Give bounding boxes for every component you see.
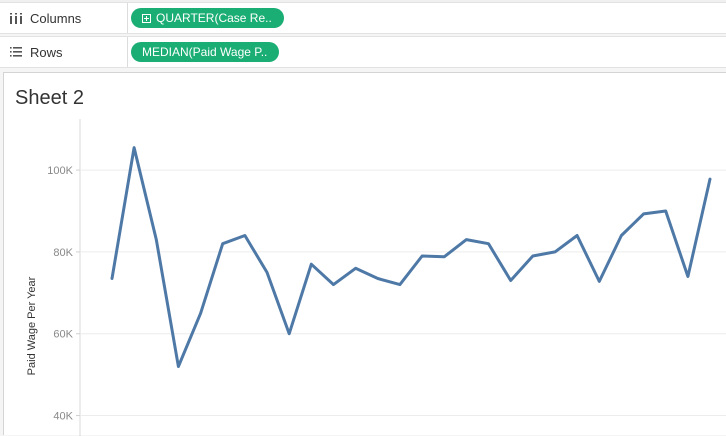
data-point[interactable] [174, 362, 182, 370]
data-point[interactable] [352, 264, 360, 272]
y-axis-title[interactable]: Paid Wage Per Year [26, 276, 38, 375]
data-point[interactable] [130, 144, 138, 152]
data-point[interactable] [285, 330, 293, 338]
rows-pill-median-wage[interactable]: MEDIAN(Paid Wage P.. [131, 42, 280, 62]
rows-label-text: Rows [30, 44, 63, 60]
columns-icon [10, 13, 22, 24]
data-point[interactable] [374, 275, 382, 283]
data-point[interactable] [662, 207, 670, 215]
y-tick-label: 80K [53, 247, 73, 259]
data-point[interactable] [263, 268, 271, 276]
data-point[interactable] [152, 236, 160, 244]
expand-icon[interactable] [142, 13, 151, 23]
columns-label-text: Columns [30, 10, 82, 26]
data-point[interactable] [396, 281, 404, 289]
data-point[interactable] [329, 281, 337, 289]
data-point[interactable] [440, 253, 448, 261]
rows-pill-text: MEDIAN(Paid Wage P.. [142, 45, 268, 59]
columns-pill-quarter[interactable]: QUARTER(Case Re.. [131, 8, 284, 28]
y-tick-label: 100K [47, 165, 73, 177]
data-point[interactable] [706, 175, 714, 183]
data-point[interactable] [507, 277, 515, 285]
worksheet-view[interactable]: Sheet 2 40K 60K 80K 100K Paid Wage Per Year [3, 72, 726, 436]
data-point[interactable] [617, 232, 625, 240]
rows-icon [10, 47, 22, 57]
data-point[interactable] [595, 277, 603, 285]
data-point[interactable] [529, 252, 537, 260]
data-point[interactable] [108, 275, 116, 283]
data-point[interactable] [640, 210, 648, 218]
y-tick-label: 60K [53, 329, 73, 341]
data-point[interactable] [551, 248, 559, 256]
data-point[interactable] [573, 232, 581, 240]
columns-shelf-label: Columns [0, 3, 128, 33]
data-point[interactable] [684, 272, 692, 280]
rows-shelf-label: Rows [0, 37, 128, 67]
columns-shelf[interactable]: Columns QUARTER(Case Re.. [0, 2, 726, 34]
series-line[interactable] [110, 146, 712, 368]
data-point[interactable] [462, 236, 470, 244]
data-point[interactable] [418, 252, 426, 260]
y-tick-label: 40K [53, 411, 73, 423]
columns-pill-text: QUARTER(Case Re.. [156, 11, 272, 25]
data-point[interactable] [307, 260, 315, 268]
data-point[interactable] [197, 309, 205, 317]
line-chart[interactable]: 40K 60K 80K 100K Paid Wage Per Year [4, 73, 726, 436]
data-point[interactable] [241, 232, 249, 240]
sheet-title[interactable]: Sheet 2 [15, 87, 84, 109]
data-point[interactable] [485, 240, 493, 248]
toolbar-strip [0, 0, 726, 2]
data-point[interactable] [219, 240, 227, 248]
rows-shelf[interactable]: Rows MEDIAN(Paid Wage P.. [0, 36, 726, 68]
